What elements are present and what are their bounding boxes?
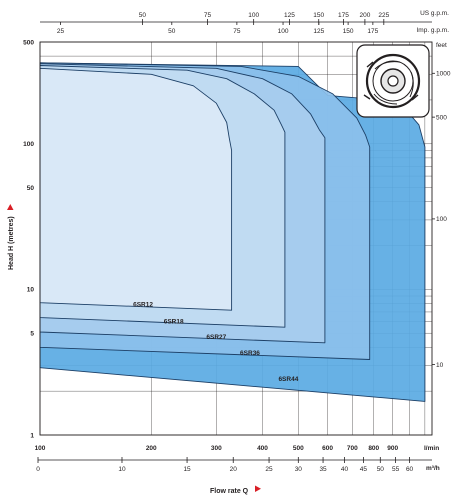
m3h-tick-label: 60 [406,466,414,473]
imp-gpm-tick-label: 25 [57,28,65,35]
x-tick-label: 100 [35,445,46,452]
y-tick-label: 50 [27,185,35,192]
us-gpm-tick-label: 225 [378,12,389,19]
m3h-tick-label: 45 [360,466,368,473]
imp-gpm-tick-label: 50 [168,28,176,35]
us-gpm-tick-label: 100 [248,12,259,19]
performance-curves [39,62,426,402]
us-gpm-tick-label: 175 [338,12,349,19]
y-tick-label: 5 [30,331,34,338]
flow-rate-axis-title: Flow rate Q [210,485,261,495]
feet-tick-label: 100 [436,216,447,223]
m3h-tick-label: 55 [392,466,400,473]
feet-tick-label: 1000 [436,71,451,78]
feet-unit: feet [436,42,447,49]
x-axis-title: Flow rate Q [210,488,249,495]
series-label-6sr12: 6SR12 [133,302,153,309]
y-axis-title: Head H (metres) [8,216,15,270]
x-tick-label: 600 [322,445,333,452]
series-label-6sr44: 6SR44 [278,376,298,383]
imp-gpm-tick-label: 100 [278,28,289,35]
us-gpm-unit: US g.p.m. [420,10,449,17]
us-gpm-tick-label: 150 [313,12,324,19]
us-gpm-tick-label: 75 [204,12,212,19]
m3h-tick-label: 20 [230,466,238,473]
x-tick-label: 700 [347,445,358,452]
x-tick-label: 400 [257,445,268,452]
us-gpm-tick-label: 50 [139,12,147,19]
imp-gpm-tick-label: 175 [367,28,378,35]
m3h-tick-label: 50 [377,466,385,473]
series-label-6sr18: 6SR18 [164,318,184,325]
series-labels: 6SR12 6SR18 6SR27 6SR36 6SR44 [133,302,299,383]
m3h-tick-label: 0 [36,466,40,473]
head-axis-title: Head H (metres) [7,204,15,270]
feet-tick-label: 10 [436,362,444,369]
y-tick-label: 500 [23,39,34,46]
y-tick-label: 1 [30,432,34,439]
m3h-tick-label: 35 [319,466,327,473]
m3h-tick-label: 15 [183,466,191,473]
series-label-6sr36: 6SR36 [240,350,260,357]
m3h-tick-label: 40 [341,466,349,473]
m3h-unit: m³/h [426,465,440,472]
x-arrow-icon [255,485,261,492]
y-tick-label: 10 [27,287,35,294]
imp-gpm-tick-label: 125 [313,28,324,35]
lpm-unit: l/min [424,445,439,452]
pump-impeller-icon [356,44,430,118]
x-tick-label: 500 [293,445,304,452]
x-tick-label: 900 [387,445,398,452]
imp-gpm-tick-label: 150 [343,28,354,35]
m3h-tick-label: 25 [265,466,273,473]
plot-frame [39,41,433,436]
feet-tick-label: 500 [436,114,447,121]
x-tick-label: 300 [211,445,222,452]
x-tick-label: 800 [368,445,379,452]
y-arrow-icon [7,204,14,210]
y-tick-label: 100 [23,141,34,148]
m3h-tick-label: 10 [118,466,126,473]
us-gpm-tick-label: 125 [284,12,295,19]
m3h-tick-label: 30 [295,466,303,473]
us-gpm-tick-label: 200 [359,12,370,19]
series-label-6sr27: 6SR27 [206,334,226,341]
imp-gpm-unit: Imp. g.p.m. [416,27,449,34]
x-tick-label: 200 [146,445,157,452]
imp-gpm-tick-label: 75 [233,28,241,35]
curve-area-6sr12 [39,67,233,311]
